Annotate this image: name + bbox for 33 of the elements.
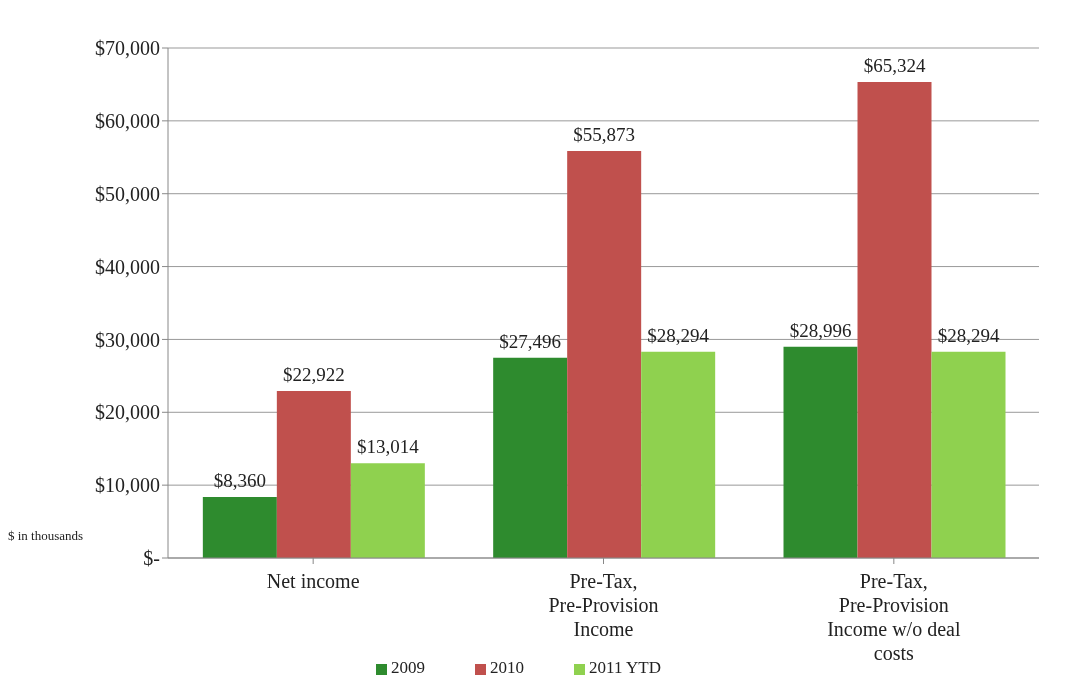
bar	[350, 463, 425, 558]
x-tick-label: Pre-Tax, Pre-Provision Income w/o deal costs	[827, 570, 961, 664]
bar	[202, 497, 277, 558]
data-label: $65,324	[863, 55, 926, 77]
bar	[276, 391, 351, 558]
y-tick-label: $30,000	[95, 328, 160, 351]
data-label: $55,873	[573, 123, 636, 145]
y-tick-label: $20,000	[95, 401, 160, 424]
y-tick-label: $10,000	[95, 474, 160, 497]
data-label: $22,922	[282, 364, 345, 385]
y-tick-label: $40,000	[95, 255, 160, 278]
legend-label: 2009	[391, 658, 426, 677]
y-tick-label: $70,000	[95, 37, 160, 60]
data-label: $13,014	[356, 436, 420, 458]
y-tick-label: $-	[143, 547, 160, 570]
bar	[783, 346, 858, 558]
x-tick-label: Pre-Tax, Pre-Provision Income	[548, 570, 659, 640]
text: $ in thousands	[8, 528, 84, 544]
data-label: $28,294	[937, 324, 1000, 346]
y-tick-label: $50,000	[95, 182, 160, 205]
bar	[641, 351, 716, 558]
bar	[857, 82, 932, 558]
bar	[493, 357, 568, 558]
x-tick-label: Net income	[266, 570, 360, 592]
legend-label: 2010	[490, 658, 525, 677]
data-label: $27,496	[499, 330, 562, 352]
y-tick-label: $60,000	[95, 109, 160, 132]
bar	[567, 150, 642, 558]
data-label: $28,996	[789, 319, 852, 341]
bar	[931, 351, 1006, 558]
legend-label: 2011 YTD	[589, 658, 661, 677]
data-label: $28,294	[647, 324, 710, 346]
data-label: $8,360	[213, 470, 266, 492]
